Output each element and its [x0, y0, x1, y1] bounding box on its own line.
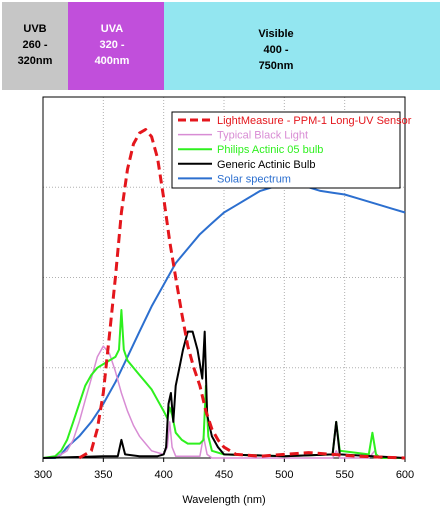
x-tick-label-600: 600 [396, 469, 414, 481]
x-tick-label-350: 350 [94, 469, 112, 481]
uva-band-label-line3: 400nm [95, 55, 130, 67]
uvb-band [2, 2, 68, 90]
x-axis-ticks: 300 350 400 450 500 550 600 [34, 458, 414, 481]
series-line-3 [42, 330, 406, 459]
visible-band-label-line1: Visible [258, 28, 293, 40]
spectral-band-header: UVB 260 - 320nm UVA 320 - 400nm Visible … [2, 2, 440, 90]
series-line-0 [78, 128, 406, 460]
uvb-band-label-line3: 320nm [18, 55, 53, 67]
uva-band-label-line1: UVA [101, 23, 123, 35]
uvb-band-label-line1: UVB [23, 23, 46, 35]
x-tick-label-400: 400 [154, 469, 172, 481]
x-tick-label-500: 500 [275, 469, 293, 481]
visible-band [164, 2, 440, 90]
x-axis-title: Wavelength (nm) [182, 494, 265, 506]
series-lines [42, 128, 406, 460]
visible-band-label-line2: 400 - [263, 44, 288, 56]
legend-label-2: Philips Actinic 05 bulb [217, 144, 323, 156]
uva-band-label-line2: 320 - [99, 39, 124, 51]
x-tick-label-300: 300 [34, 469, 52, 481]
uva-band [68, 2, 164, 90]
legend-label-4: Solar spectrum [217, 173, 291, 185]
x-tick-label-450: 450 [215, 469, 233, 481]
uvb-band-label-line2: 260 - [22, 39, 47, 51]
visible-band-label-line3: 750nm [259, 60, 294, 72]
legend-label-1: Typical Black Light [217, 130, 308, 142]
chart-legend: LightMeasure - PPM-1 Long-UV Sensor Typic… [171, 111, 412, 189]
legend-label-0: LightMeasure - PPM-1 Long-UV Sensor [217, 115, 412, 127]
legend-label-3: Generic Actinic Bulb [217, 159, 315, 171]
series-line-4 [43, 184, 406, 459]
x-tick-label-550: 550 [335, 469, 353, 481]
